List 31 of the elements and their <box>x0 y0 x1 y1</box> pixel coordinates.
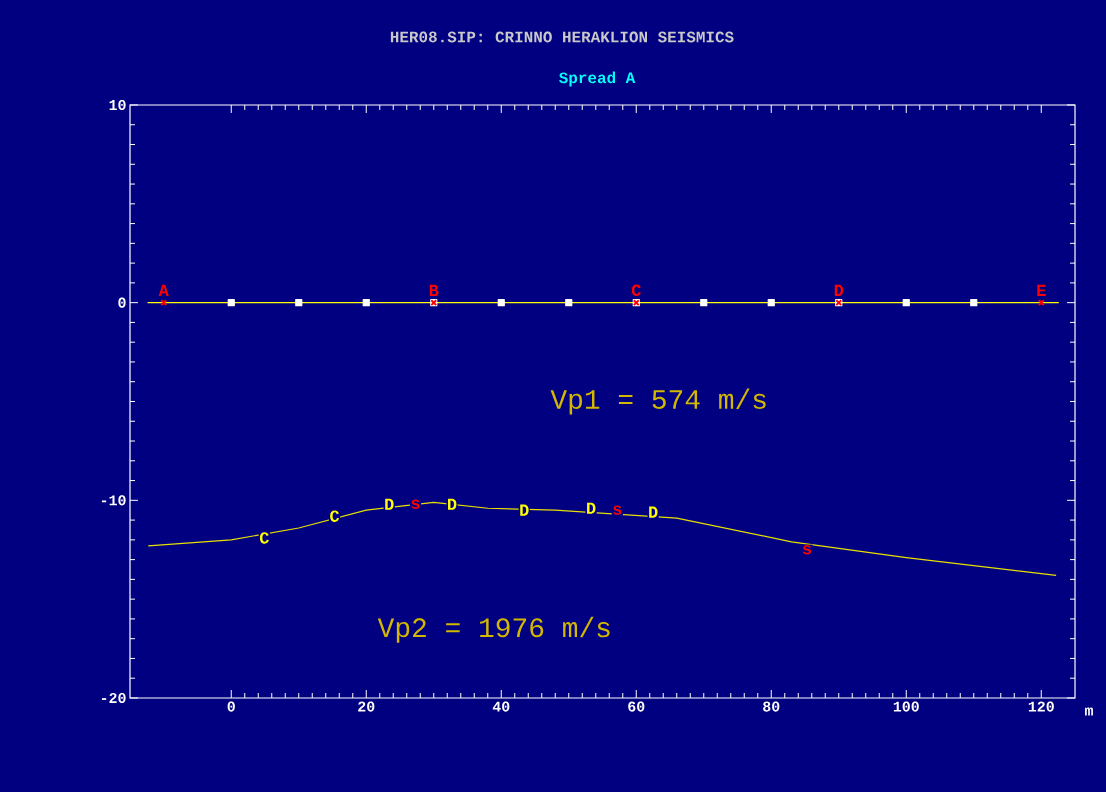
annotation: s <box>802 545 812 555</box>
x-tick-label: 120 <box>1028 701 1054 712</box>
annotation: D <box>448 498 457 510</box>
annotation: s <box>411 499 420 509</box>
x-tick-label: 80 <box>763 701 780 712</box>
annotation: D <box>385 498 394 510</box>
chart-title: HER08.SIP: CRINNO HERAKLION SEISMICS <box>390 31 734 43</box>
annotation: E <box>1037 284 1046 296</box>
chart-subtitle: Spread A <box>559 71 636 87</box>
y-tick-label: 10 <box>109 99 126 111</box>
annotation: D <box>587 502 596 514</box>
x-tick-label: 100 <box>893 701 919 712</box>
y-tick-label: -20 <box>101 692 126 704</box>
annotation: Vp1 = 574 m/s <box>550 388 766 415</box>
annotation: B <box>429 284 439 296</box>
annotation: C <box>631 284 641 296</box>
y-tick-label: -10 <box>101 495 126 506</box>
x-tick-label: 20 <box>358 701 375 712</box>
annotation: s <box>613 505 622 515</box>
annotation: A <box>158 284 169 296</box>
annotation: D <box>520 504 529 516</box>
annotation: D <box>649 506 658 518</box>
x-tick-label: 60 <box>628 701 645 712</box>
x-axis-title: m <box>1085 707 1093 716</box>
x-tick-label: 40 <box>492 701 510 712</box>
annotation: D <box>834 284 844 296</box>
annotation: C <box>259 532 269 544</box>
x-tick-label: 0 <box>227 701 235 712</box>
annotation: Vp2 = 1976 m/s <box>377 616 610 643</box>
y-tick-label: 0 <box>118 297 126 308</box>
annotation: C <box>330 510 340 522</box>
